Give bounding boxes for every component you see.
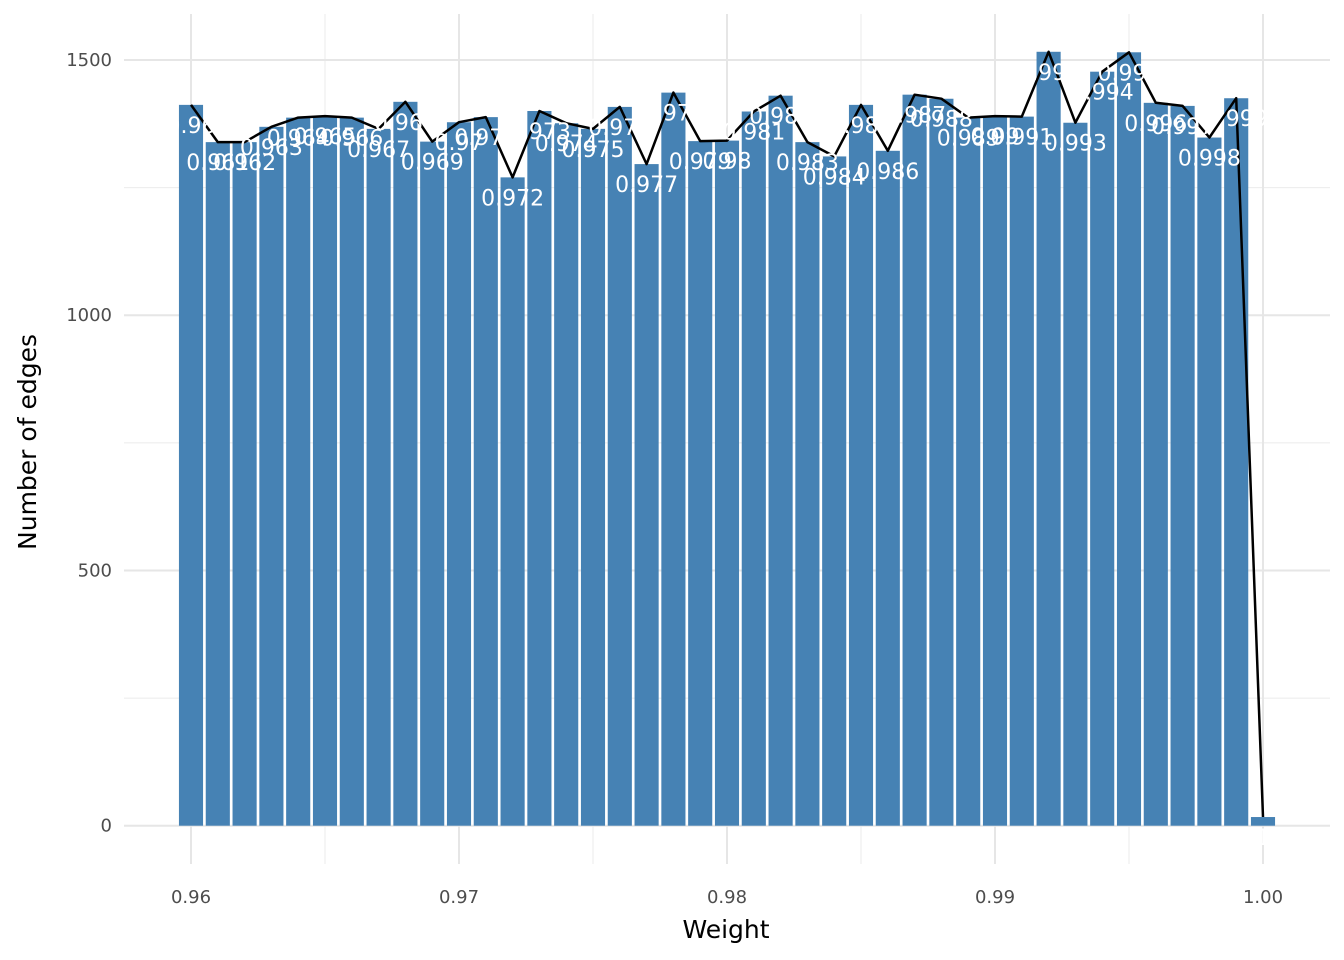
bar-label: 0.969 — [401, 151, 464, 176]
bar-labels: 0.960.9610.9620.9630.9640.9650.9660.9670… — [167, 61, 1270, 851]
y-axis-title: Number of edges — [13, 334, 42, 550]
x-tick-label: 1.00 — [1243, 887, 1283, 908]
bar — [473, 117, 498, 826]
bar — [741, 111, 766, 826]
bar-label: 0.964 — [267, 127, 330, 152]
bar-label: 0.961 — [186, 151, 249, 176]
bar — [205, 142, 230, 826]
bar-label: 0.992 — [1017, 61, 1080, 86]
bar — [1116, 52, 1142, 826]
bar — [929, 98, 954, 826]
bar-label: 1 — [1256, 826, 1270, 851]
bar-label: 0.985 — [830, 114, 893, 139]
bar-label: 0.97 — [435, 131, 484, 156]
bar-label: 0.981 — [722, 121, 785, 146]
bar-label: 0.96 — [167, 114, 216, 139]
bar-label: 0.983 — [776, 151, 839, 176]
bar — [1170, 105, 1195, 826]
bar — [420, 141, 445, 826]
bar — [339, 117, 364, 826]
bar — [714, 140, 740, 826]
bar — [848, 104, 874, 826]
bar-label: 0.99 — [971, 125, 1020, 150]
bar-label: 0.962 — [213, 151, 276, 176]
bar-label: 0.976 — [588, 116, 651, 141]
bar — [956, 117, 981, 826]
bar-label: 0.98 — [703, 150, 752, 175]
bar-label: 0.988 — [910, 108, 973, 133]
bar — [875, 150, 900, 826]
y-tick-label: 0 — [101, 816, 112, 837]
bar — [178, 104, 204, 826]
bar — [795, 142, 820, 826]
bar-label: 0.999 — [1205, 107, 1268, 132]
bar-label: 0.965 — [294, 125, 357, 150]
bar-label: 0.993 — [1044, 132, 1107, 157]
bar — [1036, 51, 1061, 826]
trend-line-group — [189, 50, 1265, 818]
bar — [1063, 122, 1088, 826]
bar — [688, 141, 713, 826]
bar — [580, 128, 606, 826]
bar-label: 0.968 — [374, 111, 437, 136]
bar-label: 0.982 — [749, 105, 812, 130]
trend-line — [189, 50, 1265, 818]
bar — [661, 92, 686, 826]
bar-label: 0.996 — [1124, 112, 1187, 137]
bar-label: 0.973 — [508, 120, 571, 145]
bar-label: 0.986 — [856, 160, 919, 185]
x-axis-title: Weight — [682, 915, 769, 944]
x-tick-label: 0.96 — [171, 887, 211, 908]
bar-label: 0.994 — [1071, 81, 1134, 106]
bar — [366, 128, 391, 826]
bar-label: 0.989 — [937, 127, 1000, 152]
bar-label: 0.966 — [320, 127, 383, 152]
x-tick-label: 0.98 — [707, 887, 747, 908]
bars — [178, 51, 1276, 826]
bar — [446, 122, 472, 826]
bar — [982, 116, 1008, 826]
tick-labels: 0.96 0.97 0.98 0.99 1.00 0 500 1000 1500 — [66, 50, 1283, 908]
bar — [500, 177, 525, 826]
y-tick-label: 1500 — [66, 50, 112, 71]
bar-label: 0.977 — [615, 173, 678, 198]
bar — [1143, 102, 1168, 826]
y-tick-label: 500 — [78, 560, 112, 581]
bar-label: 0.974 — [535, 132, 598, 157]
x-tick-label: 0.97 — [439, 887, 479, 908]
bar-label: 0.978 — [642, 102, 705, 127]
bar — [286, 117, 311, 826]
bar-label: 0.972 — [481, 186, 544, 211]
bar — [1009, 116, 1034, 826]
bar-label: 0.975 — [562, 138, 625, 163]
x-tick-label: 0.99 — [975, 887, 1015, 908]
bar — [607, 106, 632, 826]
bar — [634, 164, 659, 826]
bar — [232, 142, 257, 826]
bar — [1090, 71, 1115, 826]
bar-label: 0.984 — [803, 165, 866, 190]
bar-label: 0.991 — [990, 126, 1053, 151]
bar — [259, 126, 284, 826]
bar-label: 0.995 — [1098, 61, 1161, 86]
bar — [768, 95, 793, 826]
bar — [312, 116, 338, 826]
bar-label: 0.963 — [240, 136, 303, 161]
bar — [1250, 817, 1276, 826]
bar — [1197, 137, 1222, 826]
bar-label: 0.998 — [1178, 147, 1241, 172]
bar-label: 0.971 — [454, 126, 517, 151]
bar-label: 0.997 — [1151, 115, 1214, 140]
bar-label: 0.987 — [883, 104, 946, 129]
bar-label: 0.967 — [347, 138, 410, 163]
bar — [1224, 98, 1249, 826]
bar — [554, 123, 579, 826]
bar — [393, 101, 418, 826]
bar — [527, 110, 552, 826]
y-tick-label: 1000 — [66, 305, 112, 326]
bar — [822, 156, 847, 826]
bar — [902, 94, 927, 826]
bar-label: 0.979 — [669, 150, 732, 175]
